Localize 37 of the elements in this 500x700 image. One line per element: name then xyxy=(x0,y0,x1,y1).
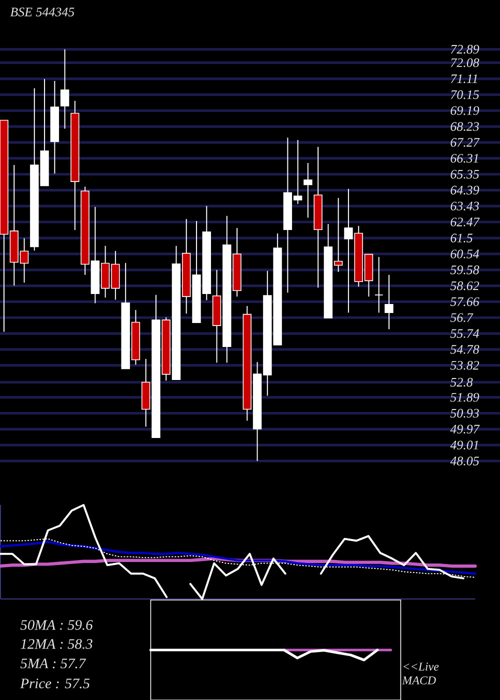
candlestick xyxy=(60,48,70,130)
candlestick xyxy=(384,274,394,330)
y-tick-label: 49.97 xyxy=(450,424,480,434)
y-tick-label: 59.58 xyxy=(450,266,480,274)
text: 12MA : 58.3 xyxy=(20,639,92,649)
y-tick-label: 63.43 xyxy=(450,202,479,210)
y-tick-label: 71.11 xyxy=(450,74,477,84)
y-tick-label: 53.82 xyxy=(450,360,480,370)
y-tick-label: 67.27 xyxy=(450,138,480,147)
y-tick-label: 65.35 xyxy=(450,170,479,179)
y-tick-label: 72.89 xyxy=(450,44,480,54)
y-tick-label: 64.39 xyxy=(450,186,480,195)
y-tick-label: 56.7 xyxy=(450,313,474,322)
y-tick-label: 55.74 xyxy=(450,329,480,338)
y-tick-label: 61.5 xyxy=(450,234,472,242)
y-tick-label: 58.62 xyxy=(450,281,480,290)
y-tick-label: 50.93 xyxy=(450,408,479,418)
candlestick xyxy=(374,256,384,314)
y-tick-label: 72.08 xyxy=(450,58,480,68)
candlestick xyxy=(304,162,312,218)
y-tick-label: 48.05 xyxy=(450,456,479,466)
text: 5MA : 57.7 xyxy=(20,658,86,668)
y-tick-label: 52.8 xyxy=(450,378,473,387)
y-tick-label: 51.89 xyxy=(450,392,480,402)
y-tick-label: 68.23 xyxy=(450,122,479,131)
y-tick-label: 57.66 xyxy=(450,297,480,306)
y-tick-label: 54.78 xyxy=(450,345,480,354)
text: <<Live MACD xyxy=(402,662,439,684)
y-tick-label: 70.15 xyxy=(450,90,479,100)
y-tick-label: 66.31 xyxy=(450,154,478,163)
chart-title: BSE 544345 xyxy=(10,8,74,16)
text: 50MA : 59.6 xyxy=(20,620,93,630)
y-tick-label: 69.19 xyxy=(450,106,480,115)
y-tick-label: 49.01 xyxy=(450,440,478,450)
y-tick-label: 62.47 xyxy=(450,218,480,226)
text: Price : 57.5 xyxy=(20,678,90,688)
y-tick-label: 60.54 xyxy=(450,250,480,258)
